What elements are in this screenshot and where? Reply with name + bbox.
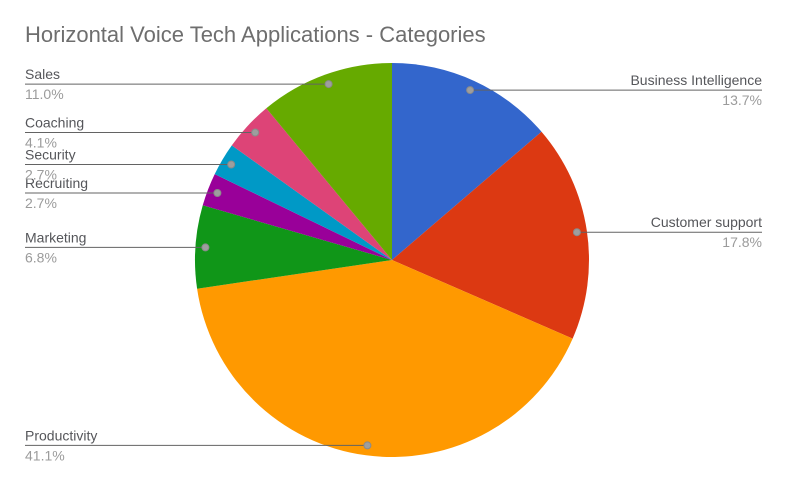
callout-dot xyxy=(213,189,222,197)
callout-dot xyxy=(572,228,581,237)
pie-slice-marketing[interactable] xyxy=(194,205,392,289)
slice-value: 6.8% xyxy=(25,249,57,265)
slice-value: 41.1% xyxy=(25,447,65,463)
callout-dot xyxy=(251,128,260,137)
slice-value: 13.7% xyxy=(722,92,762,108)
chart-title: Horizontal Voice Tech Applications - Cat… xyxy=(25,22,486,47)
callout-dot xyxy=(201,243,210,252)
slice-value: 17.8% xyxy=(722,234,762,250)
slice-value: 2.7% xyxy=(25,167,57,183)
pie-slice-productivity[interactable] xyxy=(197,260,573,458)
pie-slice-sales[interactable] xyxy=(266,62,392,260)
pie-slice-customer-support[interactable] xyxy=(392,131,589,339)
slice-value: 2.7% xyxy=(25,195,57,211)
pie-slice-security[interactable] xyxy=(214,145,392,260)
pie-slice-coaching[interactable] xyxy=(231,108,392,260)
slice-label: Business Intelligence xyxy=(630,72,762,88)
callout-dot xyxy=(324,80,333,89)
slice-label: Marketing xyxy=(25,229,86,245)
slice-value: 4.1% xyxy=(25,135,57,151)
callout-dot xyxy=(227,160,236,169)
pie-slice-recruiting[interactable] xyxy=(202,174,392,260)
slice-label: Customer support xyxy=(651,214,762,230)
pie-slice-business-intelligence[interactable] xyxy=(392,63,542,260)
slice-value: 11.0% xyxy=(25,86,64,102)
slice-label: Sales xyxy=(25,66,60,82)
slice-label: Productivity xyxy=(25,427,97,443)
callout-dot xyxy=(466,86,475,95)
callout-dot xyxy=(363,441,372,450)
slice-label: Recruiting xyxy=(25,175,88,191)
slice-label: Coaching xyxy=(25,115,84,131)
slice-label: Security xyxy=(25,147,76,163)
